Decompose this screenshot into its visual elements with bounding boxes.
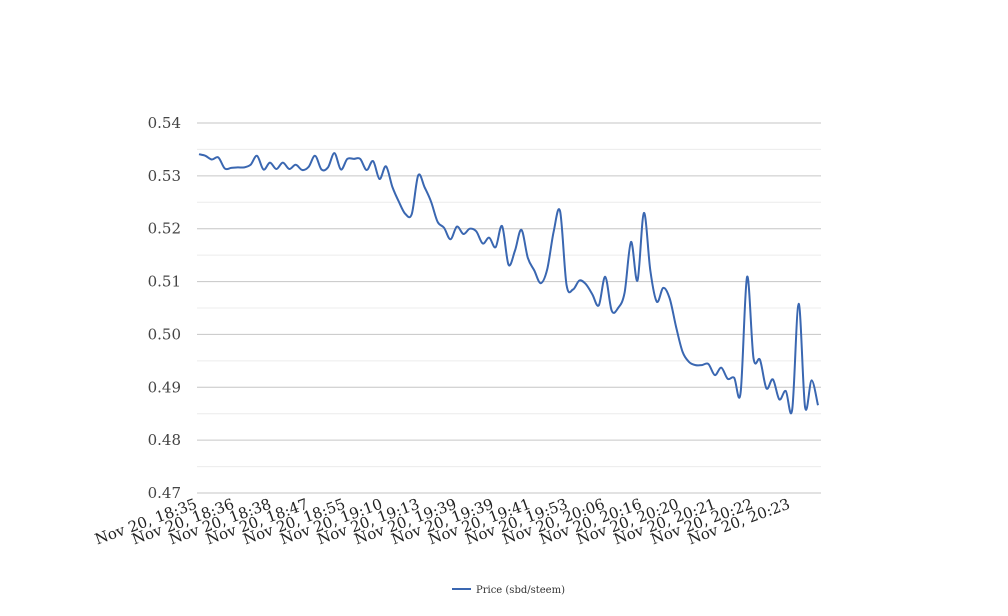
y-tick-label: 0.50 [148, 325, 181, 343]
y-tick-label: 0.53 [148, 167, 181, 185]
gridlines [197, 122, 821, 494]
y-tick-label: 0.52 [148, 220, 181, 238]
y-tick-label: 0.48 [148, 431, 181, 449]
y-tick-label: 0.51 [148, 273, 181, 291]
legend-label: Price (sbd/steem) [476, 585, 565, 596]
y-tick-label: 0.47 [148, 484, 181, 502]
y-axis-tick-labels: 0.47 0.48 0.49 0.50 0.51 0.52 0.53 0.54 [148, 114, 181, 502]
plot-area [198, 152, 819, 414]
series-line-price [198, 152, 819, 414]
y-tick-label: 0.54 [148, 114, 181, 132]
legend: Price (sbd/steem) [452, 585, 565, 596]
y-tick-label: 0.49 [148, 378, 181, 396]
